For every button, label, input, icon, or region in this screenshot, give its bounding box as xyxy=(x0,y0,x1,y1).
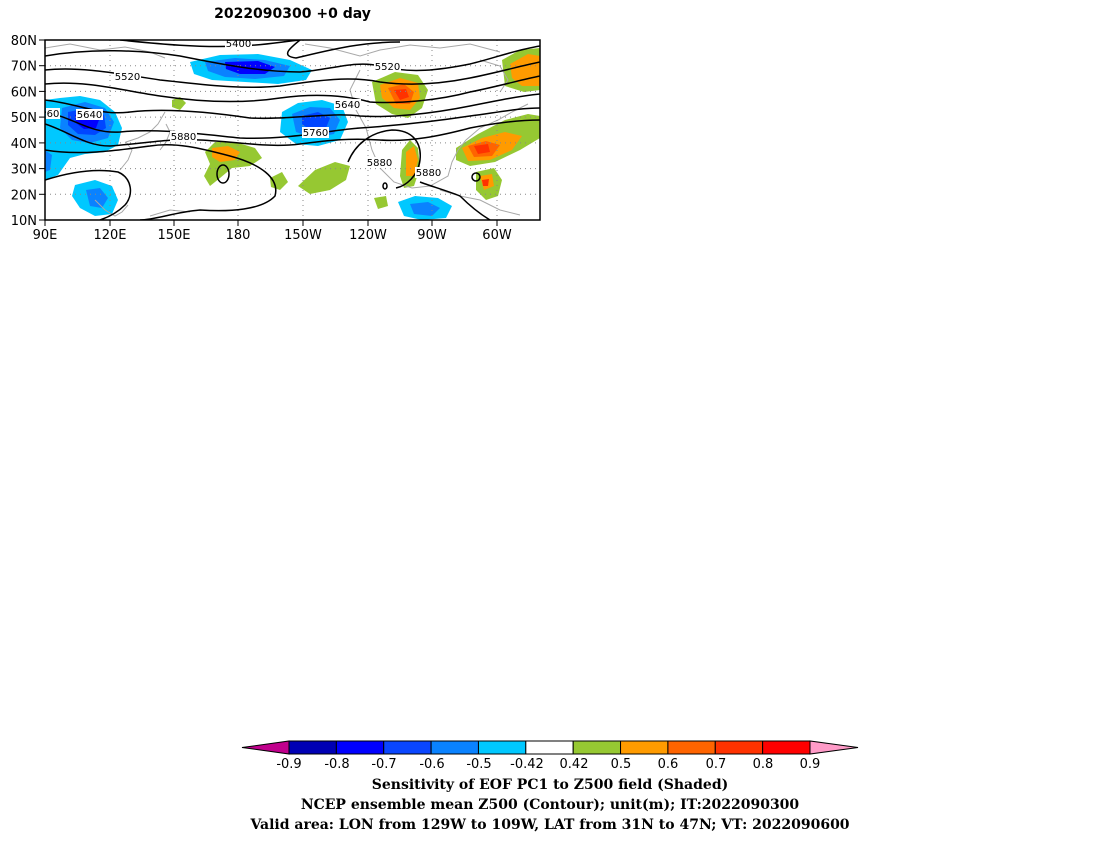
positive-region xyxy=(374,196,388,209)
contour-label: 5520 xyxy=(375,62,400,73)
lat-label: 50N xyxy=(11,111,37,126)
colorbar-tick-label: -0.7 xyxy=(371,757,396,772)
colorbar-tick-label: 0.9 xyxy=(800,757,821,772)
colorbar-box xyxy=(620,740,669,755)
contour-line xyxy=(45,61,540,89)
colorbar-tick-label: 0.8 xyxy=(753,757,774,772)
positive-region xyxy=(172,97,186,110)
contour-label: 5880 xyxy=(416,168,441,179)
lon-label: 120W xyxy=(349,228,387,243)
lon-label: 150E xyxy=(157,228,190,243)
colorbar-box xyxy=(288,740,337,755)
colorbar-box xyxy=(762,740,811,755)
contour-label: 60 xyxy=(47,109,60,120)
contour-label: 5880 xyxy=(171,132,196,143)
colorbar-tick-label: 0.6 xyxy=(658,757,679,772)
lon-label: 150W xyxy=(284,228,322,243)
negative-region xyxy=(86,188,108,208)
lon-label: 120E xyxy=(93,228,126,243)
contour-line xyxy=(471,172,481,182)
colorbar-box xyxy=(477,740,527,755)
colorbar-box xyxy=(335,740,385,755)
lat-label: 80N xyxy=(11,34,37,49)
lon-label: 60W xyxy=(482,228,512,243)
contour-line xyxy=(45,75,540,104)
colorbar-tick-label: 0.7 xyxy=(706,757,727,772)
colorbar-tick-label: 0.42 xyxy=(560,757,589,772)
contour-line xyxy=(419,181,491,220)
lat-label: 10N xyxy=(11,214,37,229)
colorbar-min-arrow xyxy=(241,740,290,755)
negative-region xyxy=(45,150,52,172)
contour-label: 5880 xyxy=(367,158,392,169)
positive-region xyxy=(212,146,240,162)
contour-line xyxy=(45,169,132,220)
contour-line xyxy=(382,182,388,190)
contour-labels: 5400 5520 5520 5640 5640 60 5760 5880 58… xyxy=(46,38,442,179)
contour-line xyxy=(45,93,540,120)
lon-label: 90E xyxy=(33,228,58,243)
map-title: 2022090300 +0 day xyxy=(214,6,371,22)
colorbar-box xyxy=(430,740,479,755)
colorbar-box xyxy=(667,740,716,755)
positive-region xyxy=(474,144,490,154)
map-frame xyxy=(44,39,541,221)
contour-line xyxy=(286,40,401,59)
colorbar-box xyxy=(525,740,574,755)
positive-region xyxy=(482,179,489,186)
lat-label: 40N xyxy=(11,137,37,152)
contour-label: 5400 xyxy=(226,39,251,50)
caption-shaded: Sensitivity of EOF PC1 to Z500 field (Sh… xyxy=(371,777,729,793)
contour-line xyxy=(216,164,230,184)
caption-valid-area: Valid area: LON from 129W to 109W, LAT f… xyxy=(250,817,850,833)
contour-line xyxy=(45,45,540,73)
colorbar-tick-label: -0.6 xyxy=(419,757,444,772)
lat-label: 20N xyxy=(11,188,37,203)
contour-line xyxy=(45,143,277,220)
lat-labels: 80N 70N 60N 50N 40N 30N 20N 10N xyxy=(11,34,37,229)
colorbar-box xyxy=(714,740,764,755)
contour-label: 5640 xyxy=(77,110,102,121)
colorbar-tick-label: -0.9 xyxy=(276,757,301,772)
contour-label: 5520 xyxy=(115,72,140,83)
map-plot: 5400 5520 5520 5640 5640 60 5760 5880 58… xyxy=(11,34,541,243)
lat-label: 30N xyxy=(11,163,37,178)
colorbar-box xyxy=(572,740,622,755)
colorbar-tick-label: -0.8 xyxy=(324,757,349,772)
contour-line xyxy=(347,129,421,189)
colorbar-max-arrow xyxy=(809,740,859,755)
positive-region xyxy=(298,162,350,194)
colorbar-boxes xyxy=(241,740,859,755)
contour-label: 5760 xyxy=(303,128,328,139)
colorbar-box xyxy=(383,740,432,755)
axis-ticks xyxy=(39,39,498,226)
caption-contour: NCEP ensemble mean Z500 (Contour); unit(… xyxy=(300,797,800,813)
z500-contours xyxy=(45,40,540,220)
lat-label: 60N xyxy=(11,85,37,100)
lon-label: 90W xyxy=(417,228,447,243)
lat-label: 70N xyxy=(11,60,37,75)
colorbar-tick-label: -0.42 xyxy=(510,757,544,772)
colorbar-tick-label: 0.5 xyxy=(611,757,632,772)
contour-line xyxy=(45,119,540,147)
colorbar-tick-label: -0.5 xyxy=(466,757,491,772)
lon-label: 180 xyxy=(226,228,251,243)
lon-labels: 90E 120E 150E 180 150W 120W 90W 60W xyxy=(33,228,512,243)
colorbar-tick-labels: -0.9 -0.8 -0.7 -0.6 -0.5 -0.42 0.42 0.5 … xyxy=(276,757,820,772)
contour-label: 5640 xyxy=(335,100,360,111)
